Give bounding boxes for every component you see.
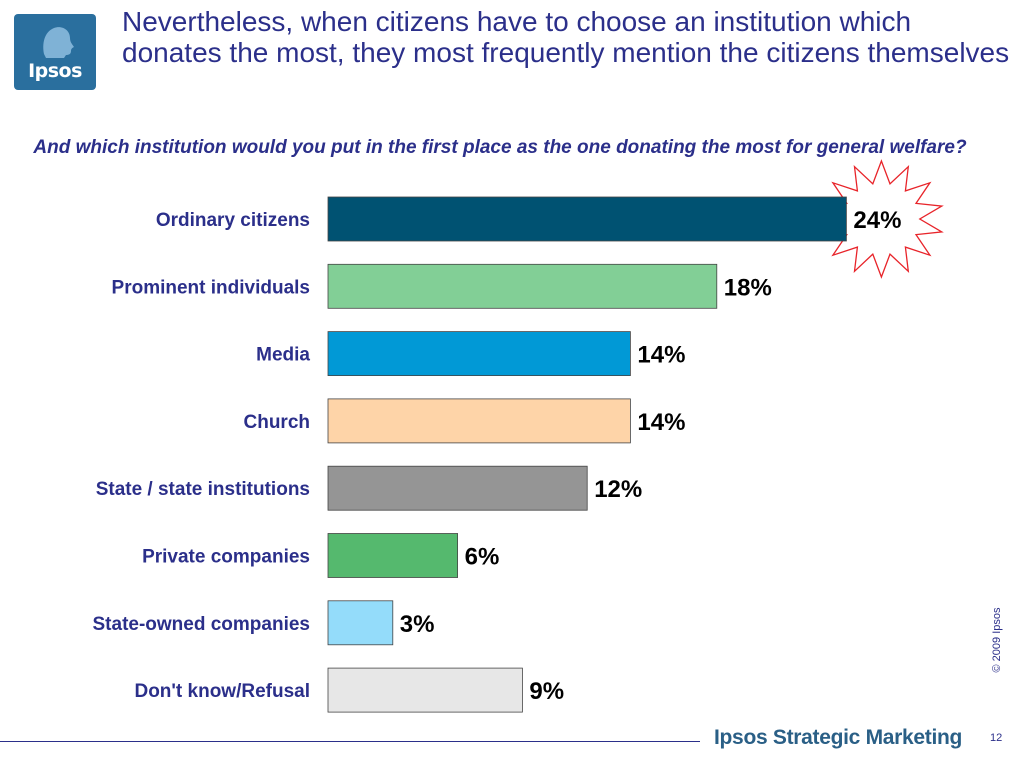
category-label: Ordinary citizens: [156, 210, 310, 231]
category-label: Prominent individuals: [112, 277, 310, 298]
value-label: 14%: [637, 409, 685, 436]
value-label: 24%: [853, 207, 901, 234]
chart-question: And which institution would you put in t…: [33, 137, 967, 158]
value-label: 12%: [594, 476, 642, 503]
value-label: 3%: [400, 611, 435, 638]
category-label: Private companies: [142, 547, 310, 568]
category-label: Church: [244, 412, 311, 433]
category-label: Media: [256, 345, 310, 366]
value-label: 18%: [724, 274, 772, 301]
bar-3: [327, 398, 631, 444]
footer-brand: Ipsos Strategic Marketing: [714, 726, 963, 749]
page-number: 12: [990, 732, 1003, 744]
bar-2: [327, 331, 631, 377]
category-label: State-owned companies: [93, 614, 311, 635]
category-label: State / state institutions: [96, 479, 310, 500]
value-label: 14%: [637, 342, 685, 369]
bar-4: [327, 465, 588, 511]
copyright-notice: © 2009 Ipsos: [991, 607, 1003, 673]
logo-text: Ipsos: [28, 60, 82, 82]
ipsos-logo: Ipsos: [14, 14, 96, 90]
bar-1: [327, 263, 718, 309]
bar-5: [327, 533, 459, 578]
bar-6: [327, 600, 394, 646]
slide-title: Nevertheless, when citizens have to choo…: [122, 6, 1010, 68]
bar-0: [327, 196, 847, 242]
highlight-starburst: [818, 159, 944, 279]
category-label: Don't know/Refusal: [134, 681, 310, 702]
value-label: 6%: [465, 544, 500, 571]
head-silhouette-icon: [43, 27, 74, 58]
footer-divider: [0, 741, 700, 742]
bar-7: [327, 667, 523, 713]
value-label: 9%: [529, 678, 564, 705]
